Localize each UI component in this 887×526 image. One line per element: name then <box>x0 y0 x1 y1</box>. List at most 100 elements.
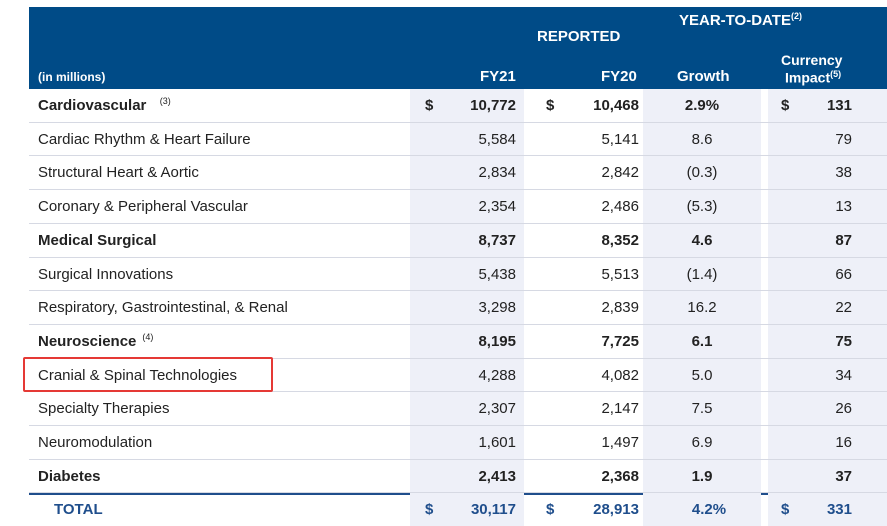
column-shade <box>643 291 761 325</box>
column-shade <box>410 392 524 426</box>
table-row: Coronary & Peripheral Vascular 2,354 2,486… <box>29 190 887 224</box>
row-label: Respiratory, Gastrointestinal, & Renal <box>38 299 288 317</box>
impact-value: 87 <box>835 231 852 249</box>
row-label: Neuroscience <box>38 332 137 350</box>
total-row: TOTAL $30,117 $28,913 4.2% $331 <box>29 493 887 526</box>
table-row: Respiratory, Gastrointestinal, & Renal 3,… <box>29 291 887 325</box>
impact-value: 38 <box>835 164 852 182</box>
fy20-heading: FY20 <box>601 68 637 85</box>
row-label: Cranial & Spinal Technologies <box>38 366 238 384</box>
column-shade <box>643 122 761 156</box>
reported-heading: REPORTED <box>537 28 621 45</box>
column-shade <box>410 426 524 459</box>
row-divider <box>29 492 887 494</box>
row-label: Surgical Innovations <box>38 265 174 283</box>
fy21-value: 2,413 <box>478 467 516 485</box>
fy21-currency: $ <box>425 97 434 114</box>
column-shade <box>643 459 761 493</box>
fy21-value: 10,772 <box>470 97 516 114</box>
currency-heading-text: Impact <box>785 69 831 86</box>
total-fy20-currency: $ <box>546 501 555 519</box>
impact-value: 66 <box>835 265 852 283</box>
row-divider <box>29 256 887 258</box>
column-shade <box>768 89 887 122</box>
column-shade <box>410 156 524 190</box>
impact-value: 75 <box>835 332 852 350</box>
row-footnote: (4) <box>142 331 154 342</box>
total-fy20-value: 28,913 <box>593 501 639 519</box>
column-shade <box>768 122 887 156</box>
fy20-value: 5,141 <box>601 130 639 148</box>
table-row: Specialty Therapies 2,307 2,147 7.5 26 <box>29 392 887 426</box>
impact-value: 131 <box>826 97 852 114</box>
row-divider <box>29 155 887 157</box>
row-label: Coronary & Peripheral Vascular <box>38 198 248 216</box>
growth-value: 6.9 <box>691 434 713 451</box>
impact-value: 16 <box>835 434 852 451</box>
column-shade <box>410 190 524 224</box>
column-shade <box>643 257 761 291</box>
row-footnote: (3) <box>159 96 171 106</box>
column-shade <box>768 324 887 358</box>
fy20-value: 2,486 <box>601 198 639 216</box>
row-label: Cardiovascular <box>38 97 147 114</box>
currency-footnote: (5) <box>830 69 842 79</box>
row-divider <box>29 189 887 191</box>
column-shade <box>643 358 761 392</box>
total-fy21-currency: $ <box>425 501 434 519</box>
unit-label: (in millions) <box>38 70 106 84</box>
column-shade <box>643 223 761 257</box>
fy21-value: 1,601 <box>478 434 516 451</box>
fy20-value: 2,147 <box>601 400 639 418</box>
column-shade <box>768 459 887 493</box>
table-row: Cranial & Spinal Technologies 4,288 4,082 5… <box>29 358 887 392</box>
impact-value: 22 <box>835 299 852 317</box>
column-shade <box>643 156 761 190</box>
impact-value: 34 <box>835 366 852 384</box>
column-shade <box>643 392 761 426</box>
growth-value: 1.9 <box>691 467 713 485</box>
column-shade <box>643 426 761 459</box>
total-impact-value: 331 <box>826 501 852 519</box>
growth-value: (0.3) <box>686 164 718 182</box>
row-divider <box>29 425 887 426</box>
table-row: Neuromodulation 1,601 1,497 6.9 16 <box>29 426 887 459</box>
column-shade <box>410 122 524 156</box>
fy20-value: 10,468 <box>593 97 639 114</box>
growth-value: 5.0 <box>691 366 713 384</box>
impact-value: 37 <box>835 467 852 485</box>
table-row: Cardiac Rhythm & Heart Failure 5,584 5,141… <box>29 122 887 156</box>
currency-heading-line2: Impact(5) <box>785 69 841 86</box>
fy20-value: 4,082 <box>601 366 639 384</box>
fy21-value: 8,737 <box>478 231 516 249</box>
row-divider <box>29 323 887 325</box>
fy20-value: 2,839 <box>601 299 639 317</box>
table-row: Surgical Innovations 5,438 5,513 (1.4) 66 <box>29 257 887 291</box>
fy20-currency: $ <box>546 97 555 114</box>
growth-value: 7.5 <box>691 400 713 418</box>
fy21-value: 8,195 <box>478 332 516 350</box>
fy20-value: 2,842 <box>601 164 639 182</box>
fy20-value: 8,352 <box>601 231 639 249</box>
fy20-value: 1,497 <box>601 434 639 451</box>
column-shade <box>768 190 887 224</box>
column-shade <box>643 190 761 224</box>
column-shade <box>410 89 524 122</box>
row-divider <box>29 290 887 292</box>
column-shade <box>410 358 524 392</box>
column-shade <box>768 223 887 257</box>
total-fy21-value: 30,117 <box>470 501 516 519</box>
growth-value: 6.1 <box>691 332 713 350</box>
ytd-heading-text: YEAR-TO-DATE <box>679 12 791 29</box>
impact-value: 79 <box>835 130 852 148</box>
column-shade <box>643 324 761 358</box>
total-impact-currency: $ <box>781 501 790 519</box>
ytd-footnote: (2) <box>790 11 802 21</box>
column-shade <box>768 291 887 325</box>
column-shade <box>768 257 887 291</box>
revenue-table: REPORTED YEAR-TO-DATE(2) (in millions) F… <box>23 7 887 526</box>
fy21-value: 2,307 <box>478 400 516 418</box>
fy21-heading: FY21 <box>480 68 516 85</box>
column-shade <box>410 291 524 325</box>
fy21-value: 3,298 <box>478 299 516 317</box>
